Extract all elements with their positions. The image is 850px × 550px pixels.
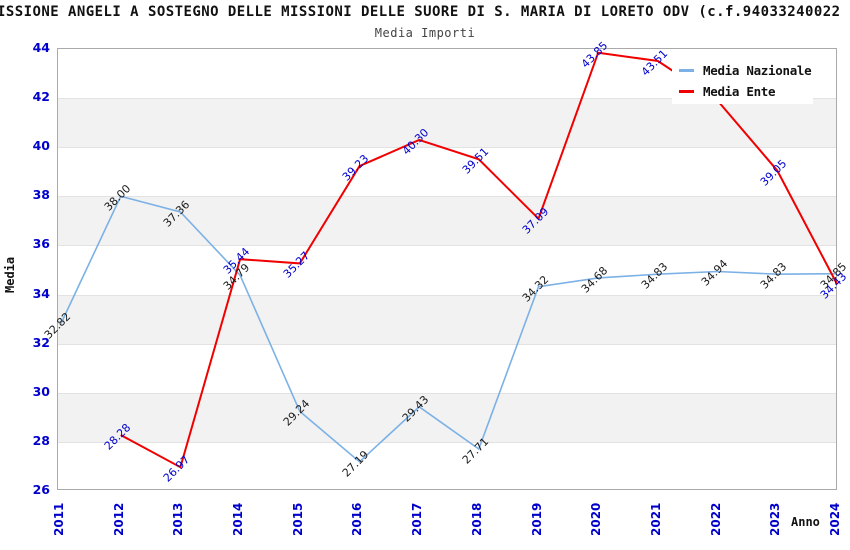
y-axis-tick-label: 36 (32, 236, 50, 252)
gridline (58, 392, 836, 394)
x-axis-tick-label: 2014 (231, 502, 246, 536)
y-axis-tick-label: 42 (32, 89, 50, 105)
y-axis-tick-label: 30 (32, 383, 50, 399)
x-axis-tick-label: 2022 (708, 502, 723, 536)
x-axis-tick-label: 2024 (828, 502, 842, 536)
y-axis-tick-label: 26 (32, 482, 50, 497)
x-axis-tick-label: 2017 (410, 502, 425, 536)
x-axis-tick-label: 2011 (52, 502, 66, 536)
legend: Media Nazionale Media Ente (672, 53, 813, 104)
chart-title: ISSIONE ANGELI A SOSTEGNO DELLE MISSIONI… (0, 4, 841, 20)
x-axis-tick-label: 2018 (469, 502, 484, 536)
series-line-media-nazionale (60, 195, 838, 463)
gridline (58, 98, 836, 100)
series-line-media-ente (120, 51, 838, 469)
y-axis-tick-label: 38 (32, 187, 50, 203)
plot-band (58, 196, 836, 246)
x-axis-tick-label: 2023 (768, 502, 783, 536)
plot-band (58, 294, 836, 344)
legend-label: Media Ente (703, 84, 776, 99)
gridline (58, 245, 836, 247)
legend-swatch (679, 69, 694, 72)
legend-label: Media Nazionale (703, 63, 812, 78)
legend-item-media-ente: Media Ente (679, 81, 813, 102)
series-lines (60, 51, 838, 469)
y-axis-tick-label: 44 (32, 40, 50, 55)
y-axis-tick-label: 28 (32, 432, 50, 448)
plot-band (58, 98, 836, 148)
legend-swatch (679, 90, 694, 93)
plot-band (58, 392, 836, 442)
y-axis-title: Media (3, 256, 17, 293)
x-axis-tick-label: 2013 (171, 502, 186, 536)
gridline (58, 294, 836, 296)
gridline (58, 441, 836, 443)
plot-area (57, 48, 838, 490)
y-axis-tick-label: 34 (32, 285, 50, 301)
y-axis-tick-label: 32 (32, 334, 50, 350)
gridline (58, 147, 836, 149)
x-axis-tick-label: 2019 (529, 502, 544, 536)
gridline (58, 343, 836, 345)
x-axis-title: Anno (791, 515, 820, 529)
x-axis-tick-label: 2015 (290, 502, 305, 536)
y-axis-tick-label: 40 (32, 138, 50, 154)
x-axis-tick-label: 2020 (589, 502, 604, 536)
x-axis-tick-label: 2016 (350, 502, 365, 536)
x-axis-tick-label: 2012 (111, 502, 126, 536)
chart-subtitle: Media Importi (374, 26, 476, 40)
x-axis-tick-label: 2021 (648, 502, 663, 536)
legend-item-media-nazionale: Media Nazionale (679, 60, 813, 81)
gridline (58, 196, 836, 198)
